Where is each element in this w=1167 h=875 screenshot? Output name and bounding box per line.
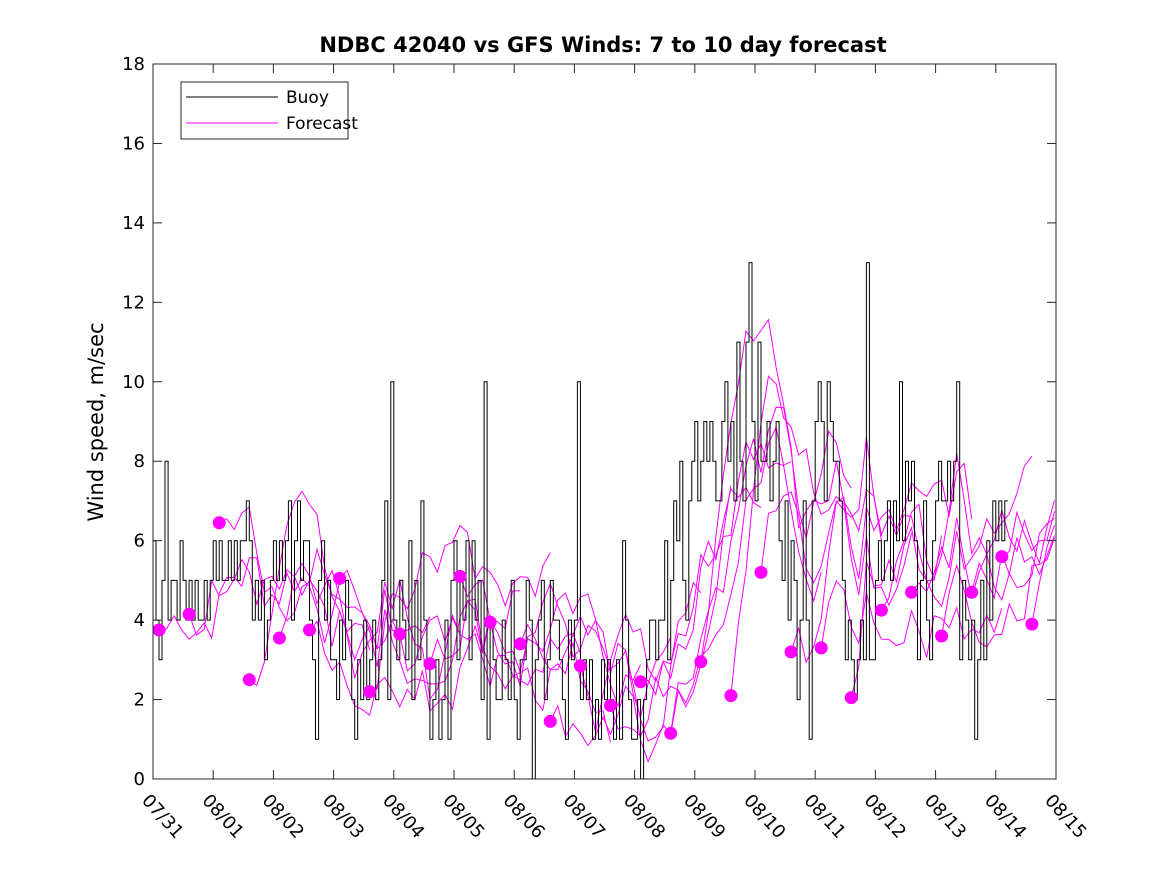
y-tick-label: 12: [122, 292, 145, 313]
forecast-point: [453, 569, 467, 583]
y-tick-label: 18: [122, 54, 145, 75]
forecast-point: [1025, 617, 1039, 631]
y-tick-label: 16: [122, 133, 145, 154]
buoy-trace: [153, 262, 1008, 780]
forecast-point: [363, 685, 377, 699]
forecast-point: [754, 565, 768, 579]
forecast-point: [784, 645, 798, 659]
forecast-point: [965, 585, 979, 599]
y-tick-label: 10: [122, 372, 145, 393]
forecast-point: [513, 637, 527, 651]
forecast-point: [212, 516, 226, 530]
forecast-line: [1001, 510, 1055, 558]
forecast-line: [670, 406, 852, 734]
forecast-point: [333, 571, 347, 585]
y-tick-label: 2: [134, 690, 145, 711]
forecast-point: [935, 629, 949, 643]
forecast-point: [573, 659, 587, 673]
forecast-point: [664, 726, 678, 740]
y-tick-label: 4: [134, 610, 145, 631]
forecast-point: [303, 623, 316, 637]
forecast-point: [814, 641, 828, 655]
forecast-line: [640, 440, 822, 696]
forecast-point: [874, 603, 888, 617]
forecast-point: [543, 714, 557, 728]
forecast-point: [393, 627, 407, 641]
forecast-point: [694, 655, 708, 669]
y-tick-label: 6: [134, 531, 145, 552]
forecast-point: [423, 657, 437, 671]
forecast-points: [152, 516, 1039, 740]
forecast-line: [1031, 524, 1055, 625]
forecast-point: [182, 607, 196, 621]
legend-forecast-label: Forecast: [286, 114, 358, 134]
y-tick-label: 8: [134, 451, 145, 472]
forecast-point: [242, 673, 256, 687]
plot-area-border: [152, 63, 1057, 780]
forecast-point: [724, 689, 738, 703]
y-tick-label: 14: [122, 213, 145, 234]
legend-box: [180, 81, 349, 140]
forecast-point: [995, 550, 1009, 564]
forecast-point: [634, 675, 648, 689]
forecast-point: [604, 699, 617, 712]
legend: Buoy Forecast: [180, 81, 358, 140]
forecast-point: [905, 585, 918, 599]
forecast-line: [880, 453, 1055, 611]
chart-title: NDBC 42040 vs GFS Winds: 7 to 10 day for…: [319, 33, 886, 57]
forecast-point: [152, 623, 166, 637]
buoy-line: [153, 262, 1008, 780]
y-axis-label: Wind speed, m/sec: [84, 322, 108, 521]
forecast-point: [272, 631, 286, 645]
forecast-point: [844, 691, 858, 705]
forecast-line: [760, 436, 943, 584]
y-tick-label: 0: [134, 769, 145, 790]
forecast-line: [971, 535, 1055, 600]
legend-buoy-label: Buoy: [286, 88, 329, 108]
forecast-point: [483, 615, 497, 629]
